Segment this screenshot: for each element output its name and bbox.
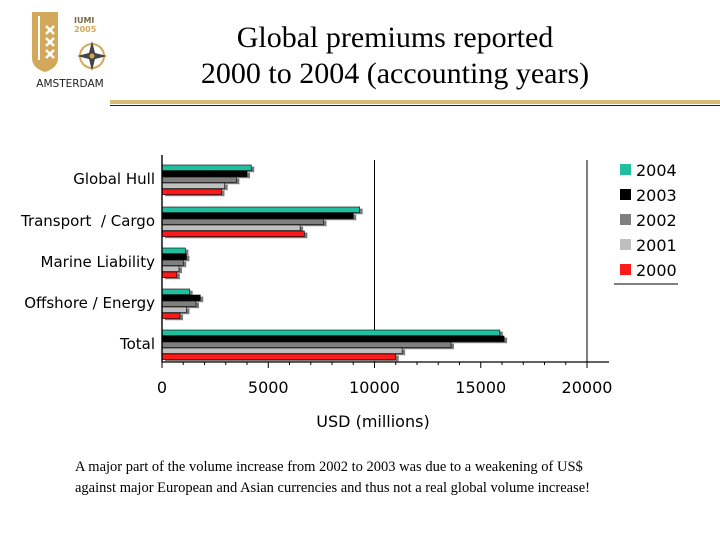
category-label-4: Total (119, 335, 155, 353)
caption-line-1: A major part of the volume increase from… (75, 459, 583, 475)
bar-2002-4 (161, 341, 452, 348)
category-label-0: Global Hull (73, 170, 155, 188)
compass-icon (77, 41, 107, 71)
title-rule-gold (110, 100, 720, 104)
bar-2000-3 (161, 312, 181, 319)
premiums-bar-chart: Global Hull Transport / Cargo Marine Liabi… (20, 155, 678, 431)
legend-label-2000: 2000 (636, 261, 677, 280)
cross-marks (45, 25, 55, 59)
category-label-1: Transport / Cargo (20, 212, 155, 230)
bar-2000-0 (161, 188, 222, 195)
legend-label-2004: 2004 (636, 161, 677, 180)
bar-2002-0 (161, 176, 237, 183)
title-rule-dark (110, 105, 720, 106)
bar-2001-0 (161, 182, 225, 189)
bar-2003-0 (161, 170, 248, 177)
iumi-2005-amsterdam-logo: IUMI 2005 AMSTERDAM (28, 10, 112, 90)
bar-2001-2 (161, 265, 180, 272)
legend-swatch-2001 (620, 239, 631, 250)
bar-2004-2 (161, 247, 186, 254)
legend-swatch-2000 (620, 264, 631, 275)
chart-caption: A major part of the volume increase from… (75, 457, 695, 499)
bar-2002-1 (161, 218, 324, 225)
bar-2004-1 (161, 206, 360, 213)
logo-text-city: AMSTERDAM (36, 78, 103, 90)
bar-2003-1 (161, 212, 354, 219)
logo-text-iumi: IUMI (74, 16, 94, 25)
bar-2001-1 (161, 224, 301, 231)
bar-2003-2 (161, 253, 187, 260)
bar-2000-1 (161, 230, 305, 237)
legend-swatch-2004 (620, 164, 631, 175)
bar-2004-0 (161, 164, 252, 171)
legend-label-2001: 2001 (636, 236, 677, 255)
bar-2002-3 (161, 300, 197, 307)
bar-2004-4 (161, 329, 501, 336)
bar-2004-3 (161, 288, 190, 295)
legend-swatch-2003 (620, 189, 631, 200)
title-line-1: Global premiums reported (236, 21, 554, 54)
caption-line-2: against major European and Asian currenc… (75, 480, 590, 496)
x-axis-label: USD (millions) (316, 412, 429, 431)
shield-shape (32, 12, 58, 72)
legend-label-2002: 2002 (636, 211, 677, 230)
x-tick-label-4: 20000 (562, 378, 613, 397)
x-tick-label-2: 10000 (349, 378, 400, 397)
x-tick-label-1: 5000 (248, 378, 289, 397)
x-tick-label-3: 15000 (455, 378, 506, 397)
bar-2000-2 (161, 271, 178, 278)
bar-2001-3 (161, 306, 187, 313)
x-tick-label-0: 0 (157, 378, 167, 397)
title-line-2: 2000 to 2004 (accounting years) (200, 57, 590, 90)
category-label-2: Marine Liability (41, 253, 156, 271)
category-label-3: Offshore / Energy (24, 294, 155, 312)
page-title: Global premiums reported 2000 to 2004 (a… (120, 20, 670, 92)
bar-2002-2 (161, 259, 184, 266)
legend-swatch-2002 (620, 214, 631, 225)
bar-2003-3 (161, 294, 201, 301)
bar-2003-4 (161, 335, 505, 342)
bar-2001-4 (161, 347, 403, 354)
legend-label-2003: 2003 (636, 186, 677, 205)
logo-text-year: 2005 (74, 25, 97, 34)
bar-2000-4 (161, 353, 397, 360)
